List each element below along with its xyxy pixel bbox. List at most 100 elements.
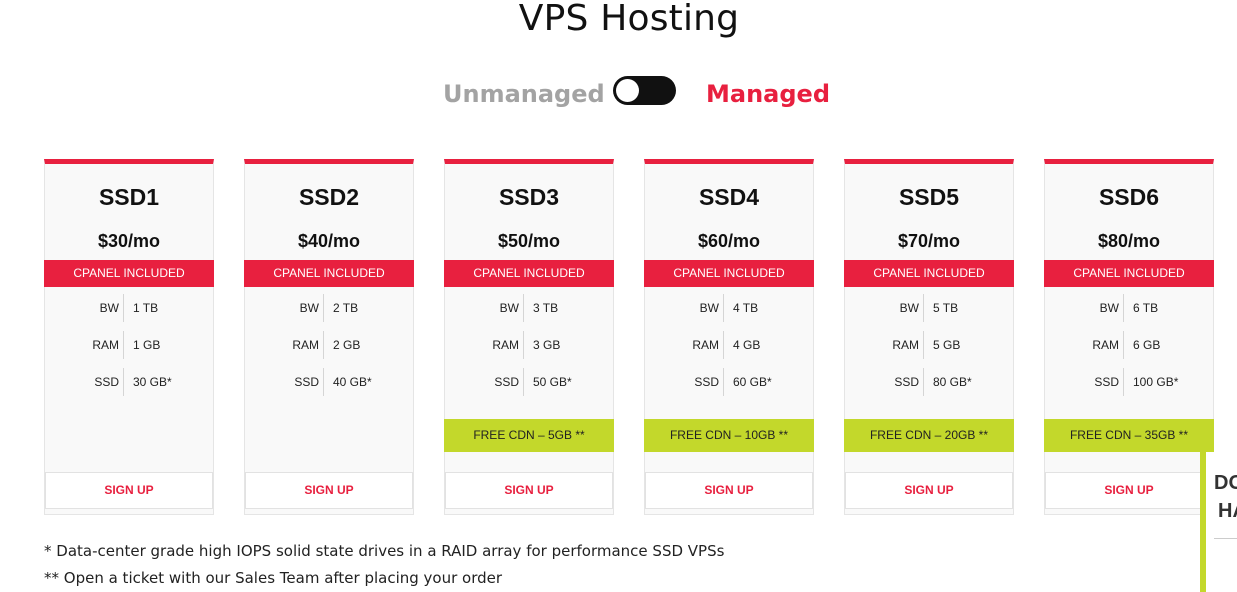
plan-card-ssd5: SSD5 $70/mo CPANEL INCLUDED BW 5 TB RAM 5 …	[844, 159, 1014, 515]
plan-price: $80/mo	[1097, 231, 1161, 251]
spec-row-bw: BW 6 TB	[1045, 294, 1213, 322]
plan-price: $40/mo	[297, 231, 361, 251]
side-widget-line2: HA	[1218, 500, 1237, 522]
spec-value: 40 GB*	[333, 375, 372, 389]
spec-divider	[923, 294, 924, 322]
sign-up-button[interactable]: SIGN UP	[445, 472, 613, 509]
spec-divider	[923, 368, 924, 396]
plan-price: $60/mo	[697, 231, 761, 251]
cpanel-badge: CPANEL INCLUDED	[444, 260, 614, 287]
spec-divider	[723, 294, 724, 322]
footnote-cdn: ** Open a ticket with our Sales Team aft…	[44, 569, 503, 587]
spec-divider	[923, 331, 924, 359]
sign-up-button[interactable]: SIGN UP	[1045, 472, 1213, 509]
spec-value: 3 TB	[533, 301, 559, 315]
spec-row-ssd: SSD 100 GB*	[1045, 368, 1213, 396]
spec-value: 3 GB	[533, 338, 561, 352]
spec-row-bw: BW 5 TB	[845, 294, 1013, 322]
plan-price: $50/mo	[497, 231, 561, 251]
spec-row-ram: RAM 5 GB	[845, 331, 1013, 359]
spec-value: 5 GB	[933, 338, 961, 352]
cpanel-badge: CPANEL INCLUDED	[1044, 260, 1214, 287]
free-cdn-badge: FREE CDN – 5GB **	[444, 419, 614, 452]
spec-row-ssd: SSD 50 GB*	[445, 368, 613, 396]
plan-name: SSD3	[498, 184, 560, 210]
side-widget-line1: DO	[1214, 472, 1237, 494]
spec-divider	[1123, 368, 1124, 396]
cpanel-badge: CPANEL INCLUDED	[44, 260, 214, 287]
spec-row-bw: BW 4 TB	[645, 294, 813, 322]
spec-label: SSD	[494, 375, 519, 389]
cpanel-badge: CPANEL INCLUDED	[244, 260, 414, 287]
spec-divider	[523, 294, 524, 322]
plan-name: SSD5	[898, 184, 960, 210]
spec-label: BW	[499, 301, 519, 315]
spec-value: 60 GB*	[733, 375, 772, 389]
spec-divider	[1123, 294, 1124, 322]
plan-card-ssd1: SSD1 $30/mo CPANEL INCLUDED BW 1 TB RAM 1 …	[44, 159, 214, 515]
plan-name: SSD6	[1098, 184, 1160, 210]
spec-row-ssd: SSD 30 GB*	[45, 368, 213, 396]
cpanel-badge: CPANEL INCLUDED	[644, 260, 814, 287]
spec-value: 1 TB	[133, 301, 159, 315]
management-toggle-row: Unmanaged Managed	[0, 76, 1237, 110]
footnote-ssd: * Data-center grade high IOPS solid stat…	[44, 542, 725, 560]
spec-row-ram: RAM 6 GB	[1045, 331, 1213, 359]
spec-value: 4 GB	[733, 338, 761, 352]
plan-card-ssd4: SSD4 $60/mo CPANEL INCLUDED BW 4 TB RAM 4 …	[644, 159, 814, 515]
cpanel-badge: CPANEL INCLUDED	[844, 260, 1014, 287]
spec-row-ssd: SSD 80 GB*	[845, 368, 1013, 396]
spec-divider	[123, 294, 124, 322]
spec-label: BW	[1099, 301, 1119, 315]
spec-divider	[323, 294, 324, 322]
sign-up-button[interactable]: SIGN UP	[245, 472, 413, 509]
spec-divider	[323, 331, 324, 359]
plan-price: $30/mo	[97, 231, 161, 251]
spec-label: SSD	[294, 375, 319, 389]
spec-value: 4 TB	[733, 301, 759, 315]
spec-label: RAM	[892, 338, 919, 352]
plan-name: SSD1	[98, 184, 160, 210]
spec-value: 80 GB*	[933, 375, 972, 389]
free-cdn-badge: FREE CDN – 35GB **	[1044, 419, 1214, 452]
plan-price: $70/mo	[897, 231, 961, 251]
sign-up-button[interactable]: SIGN UP	[45, 472, 213, 509]
spec-divider	[723, 368, 724, 396]
plan-card-ssd3: SSD3 $50/mo CPANEL INCLUDED BW 3 TB RAM 3 …	[444, 159, 614, 515]
spec-label: BW	[899, 301, 919, 315]
spec-value: 2 TB	[333, 301, 359, 315]
plan-name: SSD4	[698, 184, 760, 210]
unmanaged-label[interactable]: Unmanaged	[443, 80, 605, 108]
spec-row-ram: RAM 3 GB	[445, 331, 613, 359]
spec-row-ram: RAM 1 GB	[45, 331, 213, 359]
spec-label: SSD	[94, 375, 119, 389]
free-cdn-badge: FREE CDN – 20GB **	[844, 419, 1014, 452]
spec-label: BW	[99, 301, 119, 315]
spec-label: SSD	[694, 375, 719, 389]
sign-up-button[interactable]: SIGN UP	[645, 472, 813, 509]
spec-value: 5 TB	[933, 301, 959, 315]
spec-divider	[1123, 331, 1124, 359]
side-promo-widget[interactable]: DO HA	[1200, 452, 1237, 592]
spec-value: 100 GB*	[1133, 375, 1179, 389]
spec-row-ssd: SSD 40 GB*	[245, 368, 413, 396]
page-title: VPS Hosting	[518, 0, 740, 39]
free-cdn-badge: FREE CDN – 10GB **	[644, 419, 814, 452]
plan-card-ssd6: SSD6 $80/mo CPANEL INCLUDED BW 6 TB RAM 6 …	[1044, 159, 1214, 515]
spec-divider	[523, 368, 524, 396]
managed-label[interactable]: Managed	[706, 80, 830, 108]
spec-value: 6 GB	[1133, 338, 1161, 352]
sign-up-button[interactable]: SIGN UP	[845, 472, 1013, 509]
spec-label: SSD	[894, 375, 919, 389]
spec-row-ssd: SSD 60 GB*	[645, 368, 813, 396]
spec-label: RAM	[692, 338, 719, 352]
spec-label: BW	[699, 301, 719, 315]
spec-divider	[123, 368, 124, 396]
spec-value: 2 GB	[333, 338, 361, 352]
spec-divider	[323, 368, 324, 396]
managed-toggle-switch[interactable]	[613, 76, 676, 105]
spec-label: BW	[299, 301, 319, 315]
spec-value: 50 GB*	[533, 375, 572, 389]
plan-card-ssd2: SSD2 $40/mo CPANEL INCLUDED BW 2 TB RAM 2 …	[244, 159, 414, 515]
spec-value: 1 GB	[133, 338, 161, 352]
